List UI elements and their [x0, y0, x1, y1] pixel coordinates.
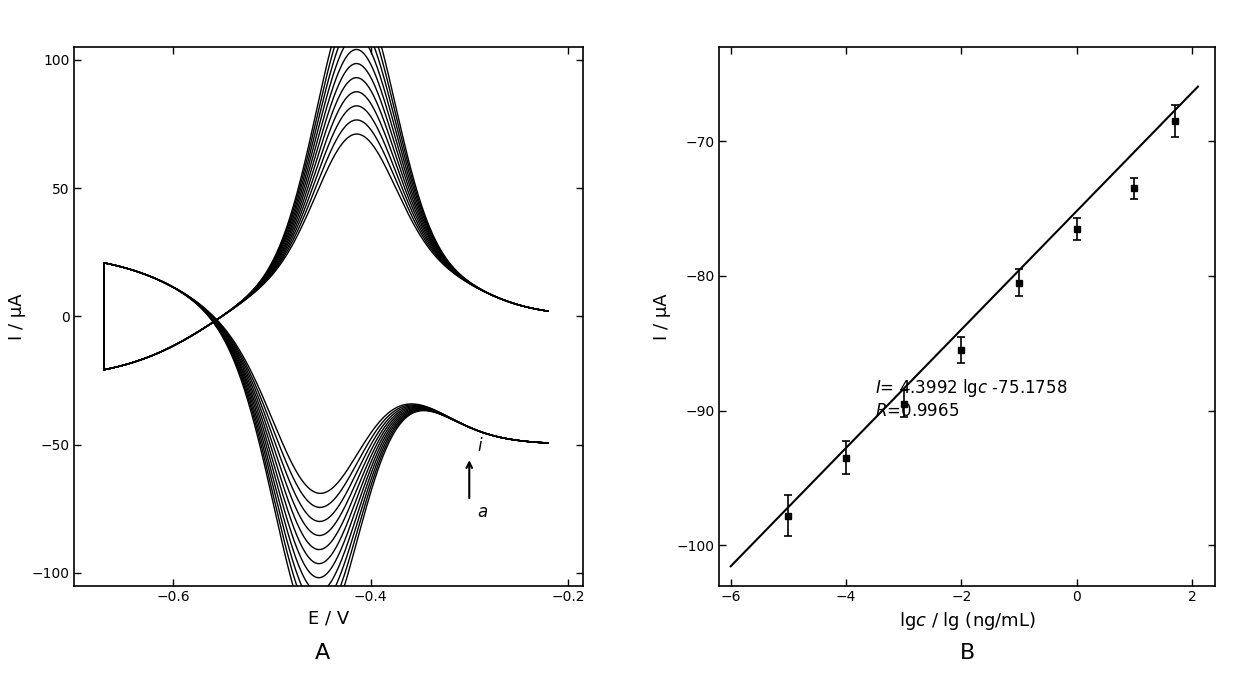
- Text: $I$= 4.3992 lg$c$ -75.1758
$R$=0.9965: $I$= 4.3992 lg$c$ -75.1758 $R$=0.9965: [875, 377, 1068, 420]
- X-axis label: lg$c$ / lg (ng/mL): lg$c$ / lg (ng/mL): [899, 610, 1035, 632]
- Text: a: a: [477, 503, 487, 522]
- Text: A: A: [315, 643, 330, 663]
- Text: i: i: [477, 437, 482, 455]
- Y-axis label: I / μA: I / μA: [7, 293, 26, 340]
- X-axis label: E / V: E / V: [308, 610, 350, 628]
- Y-axis label: I / μA: I / μA: [652, 293, 671, 340]
- Text: B: B: [960, 643, 975, 663]
